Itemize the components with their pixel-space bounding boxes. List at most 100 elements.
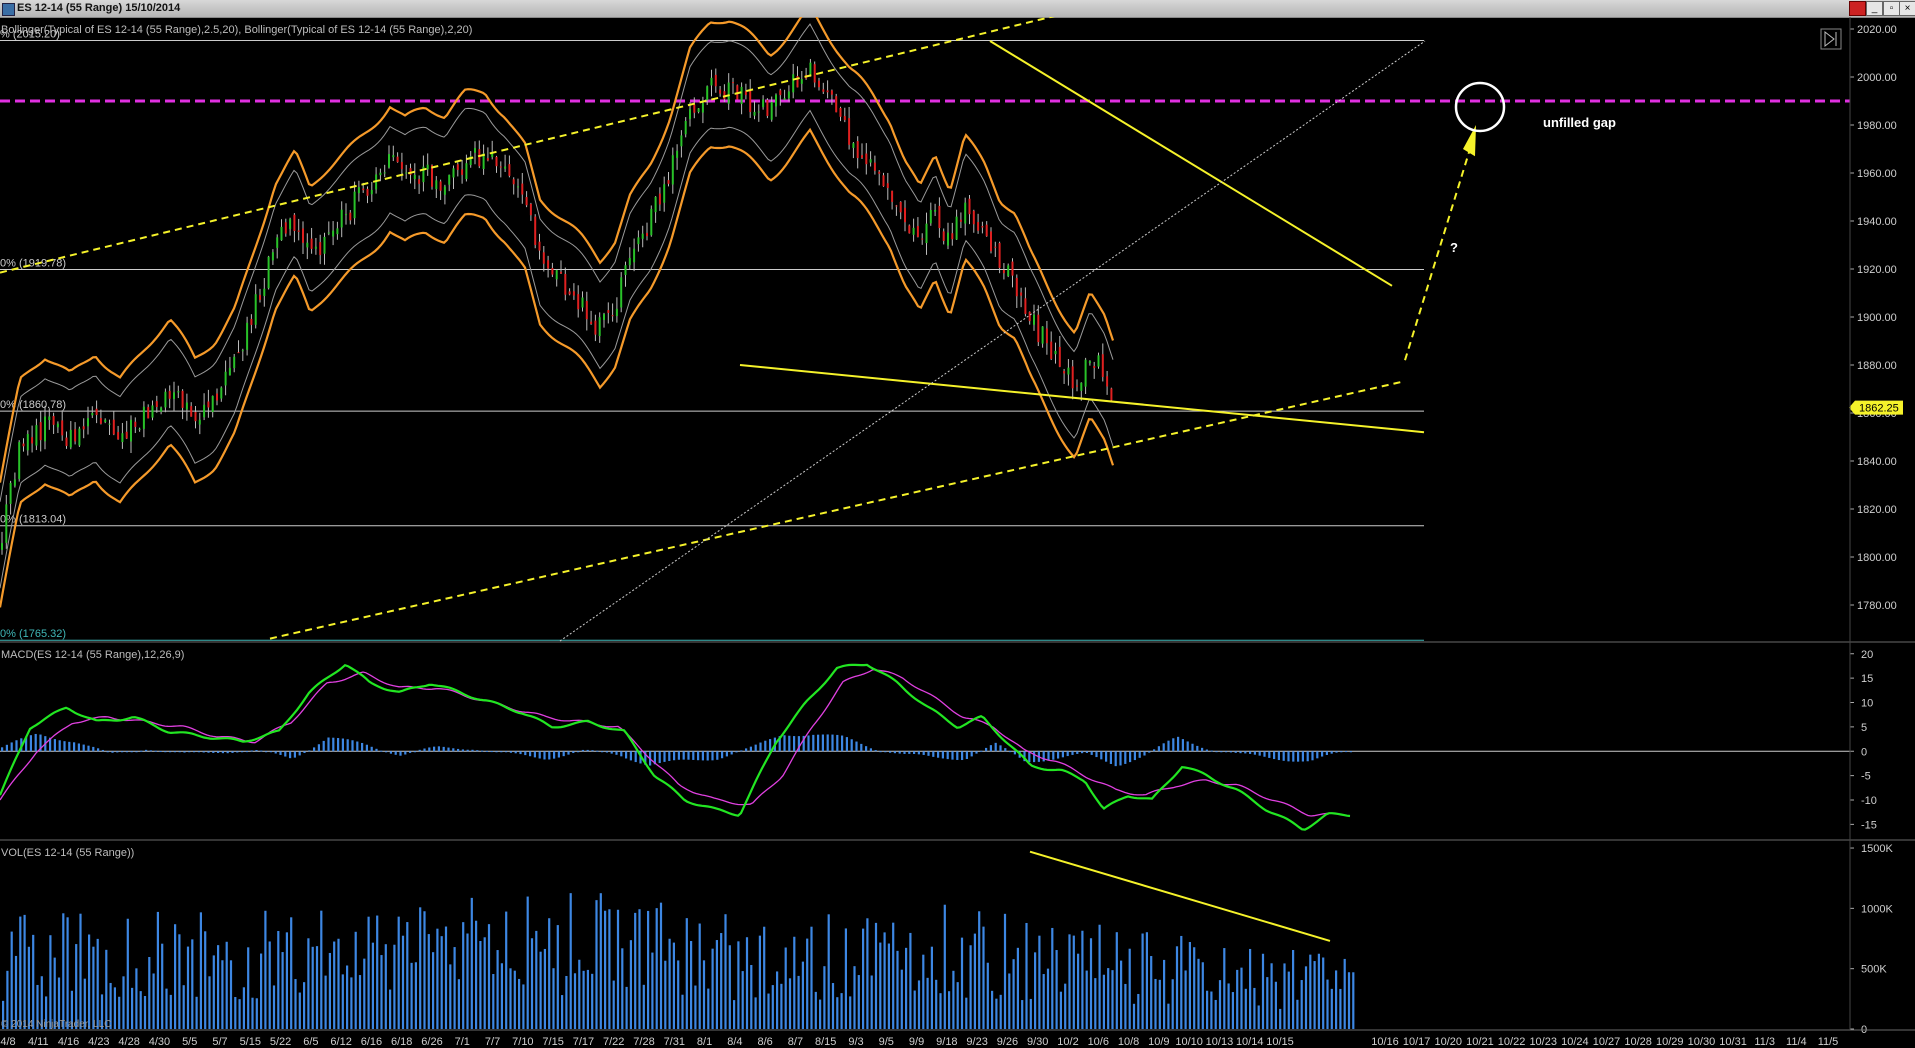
macd-histogram-bar <box>932 751 935 757</box>
volume-bar <box>625 986 628 1029</box>
macd-histogram-bar <box>197 751 200 753</box>
macd-histogram-bar <box>706 751 709 761</box>
volume-bar <box>780 983 783 1029</box>
candle-body <box>598 317 601 336</box>
volume-bar <box>358 975 362 1029</box>
macd-histogram-bar <box>812 734 815 752</box>
volume-bar <box>1137 993 1140 1029</box>
macd-histogram-bar <box>908 751 911 754</box>
time-tick-label: 4/23 <box>88 1036 109 1048</box>
candle-body <box>990 231 992 252</box>
macd-histogram-bar <box>476 750 479 752</box>
candle-body <box>461 169 464 175</box>
macd-histogram-bar <box>831 734 834 752</box>
candle-body <box>667 180 670 184</box>
candle-body <box>422 166 425 183</box>
candle-body <box>637 237 640 245</box>
macd-histogram-bar <box>351 740 354 752</box>
candle-body <box>18 442 21 479</box>
volume-bar <box>242 987 245 1029</box>
macd-histogram-bar <box>764 740 767 752</box>
macd-histogram-bar <box>29 735 32 752</box>
volume-bar <box>883 932 886 1029</box>
candle-body <box>581 297 584 308</box>
record-icon[interactable] <box>1849 1 1866 16</box>
macd-histogram-bar <box>178 751 181 753</box>
macd-histogram-bar <box>466 749 469 752</box>
volume-bar <box>1167 1003 1170 1029</box>
candle-body <box>534 216 537 245</box>
candle-body <box>203 404 206 418</box>
candle-body <box>465 163 468 180</box>
macd-histogram-bar <box>145 749 148 752</box>
volume-bar <box>582 970 585 1029</box>
candle-body <box>177 391 180 393</box>
volume-bar <box>449 964 452 1029</box>
macd-histogram-bar <box>1335 751 1338 753</box>
volume-bar <box>801 961 804 1029</box>
time-tick-label: 6/5 <box>303 1036 318 1048</box>
volume-bar <box>1077 953 1080 1029</box>
volume-bar <box>247 947 250 1029</box>
candle-body <box>542 252 545 264</box>
volume-bar <box>457 979 460 1029</box>
macd-histogram-bar <box>529 751 532 757</box>
time-tick-label: 10/20 <box>1435 1036 1463 1048</box>
candle-body <box>181 390 184 408</box>
macd-histogram-bar <box>874 750 877 752</box>
candle-body <box>757 111 760 113</box>
time-tick-label: 10/6 <box>1088 1036 1109 1048</box>
macd-histogram-bar <box>485 750 488 752</box>
candle-body <box>117 432 120 440</box>
candle-body <box>964 202 967 224</box>
candle-body <box>237 352 240 354</box>
candle-body <box>340 209 343 228</box>
macd-histogram-bar <box>697 751 700 761</box>
macd-histogram-bar <box>889 751 892 753</box>
macd-histogram-bar <box>116 751 119 753</box>
volume-bar <box>763 926 766 1029</box>
candle-body <box>345 214 347 216</box>
volume-bar <box>496 950 499 1029</box>
macd-histogram-bar <box>711 751 714 761</box>
candle-body <box>908 225 911 234</box>
candle-body <box>938 205 941 229</box>
maximize-button[interactable]: ▫ <box>1883 1 1900 16</box>
time-tick-label: 10/22 <box>1498 1036 1526 1048</box>
volume-bar <box>1154 978 1157 1029</box>
candle-body <box>787 91 790 99</box>
macd-histogram-bar <box>533 751 536 758</box>
candle-body <box>732 82 734 84</box>
macd-histogram-bar <box>490 751 493 753</box>
macd-histogram-bar <box>980 750 983 752</box>
candle-body <box>551 267 554 275</box>
macd-histogram-bar <box>740 750 743 752</box>
volume-bar <box>479 940 482 1029</box>
macd-histogram-bar <box>370 746 373 752</box>
candle-body <box>1063 370 1066 374</box>
minimize-button[interactable]: _ <box>1866 1 1883 16</box>
candle-body <box>160 407 163 412</box>
candle-body <box>891 190 894 202</box>
macd-histogram-bar <box>965 751 968 759</box>
candle-body <box>1020 292 1023 296</box>
volume-bar <box>303 982 306 1029</box>
volume-bar <box>1081 930 1084 1029</box>
macd-histogram-bar <box>495 751 498 753</box>
close-button[interactable]: × <box>1899 1 1915 16</box>
macd-histogram-bar <box>1047 751 1050 761</box>
volume-bar <box>182 985 185 1029</box>
volume-bar <box>225 941 228 1029</box>
macd-histogram-bar <box>749 746 752 752</box>
volume-bar <box>1021 1000 1024 1029</box>
candle-body <box>611 315 614 317</box>
macd-histogram-bar <box>130 751 133 753</box>
volume-bar <box>900 969 903 1029</box>
macd-histogram-bar <box>1061 751 1064 758</box>
candle-body <box>254 294 257 325</box>
volume-bar <box>767 993 770 1029</box>
volume-bar <box>307 938 310 1029</box>
candle-body <box>921 238 924 240</box>
macd-histogram-bar <box>802 735 805 752</box>
macd-histogram-bar <box>865 746 868 752</box>
